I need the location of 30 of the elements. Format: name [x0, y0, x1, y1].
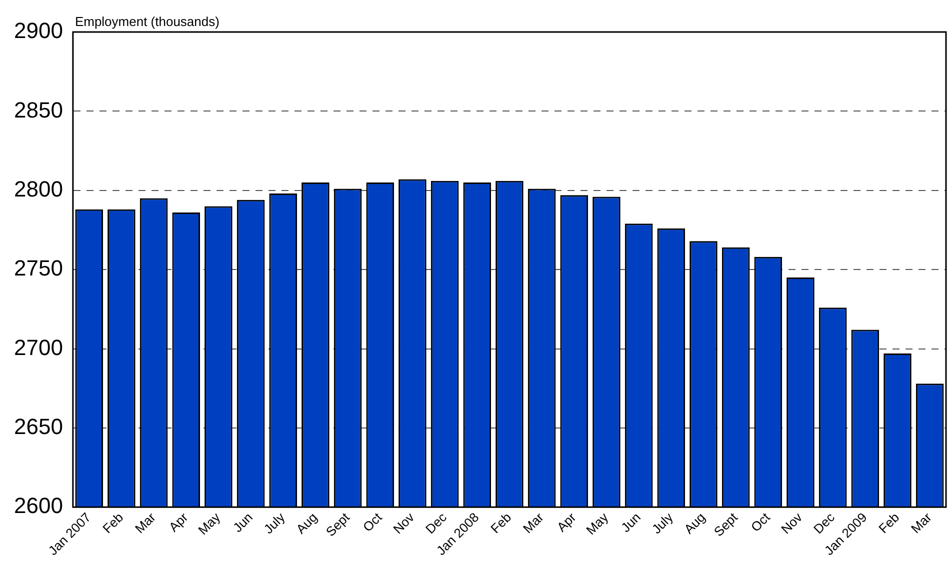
x-tick-label: Oct	[360, 509, 386, 535]
x-tick-label: Nov	[390, 509, 418, 537]
x-tick-label: Aug	[681, 510, 708, 537]
y-tick-label: 2900	[14, 18, 63, 44]
x-tick-label: Aug	[293, 510, 320, 537]
x-tick-label: Oct	[748, 509, 774, 535]
x-tick-label: Apr	[166, 509, 192, 535]
x-tick-label: Mar	[908, 509, 935, 536]
x-tick-label: Jun	[618, 510, 644, 536]
y-tick-label: 2850	[14, 97, 63, 122]
x-tick-label: May	[583, 509, 612, 538]
x-tick-label: July	[260, 509, 288, 537]
x-tick-label: Apr	[554, 509, 580, 535]
x-tick-label: Nov	[778, 509, 806, 537]
x-tick-label: Dec	[422, 509, 450, 537]
y-tick-label: 2600	[14, 493, 63, 518]
y-tick-label: 2650	[14, 414, 63, 440]
y-tick-label: 2750	[14, 256, 63, 281]
x-tick-label: Jun	[230, 510, 256, 536]
x-tick-label: Feb	[488, 510, 514, 536]
x-tick-label: May	[195, 509, 224, 538]
x-tick-label: Mar	[132, 509, 159, 536]
x-tick-label: July	[648, 509, 676, 537]
y-tick-label: 2800	[14, 176, 63, 202]
x-tick-label: Mar	[520, 509, 547, 536]
y-axis-title: Employment (thousands)	[74, 14, 220, 30]
x-tick-label: Feb	[876, 510, 902, 536]
x-tick-label: Feb	[100, 510, 126, 536]
y-tick-label: 2700	[14, 334, 63, 360]
x-tick-label: Dec	[810, 509, 838, 537]
